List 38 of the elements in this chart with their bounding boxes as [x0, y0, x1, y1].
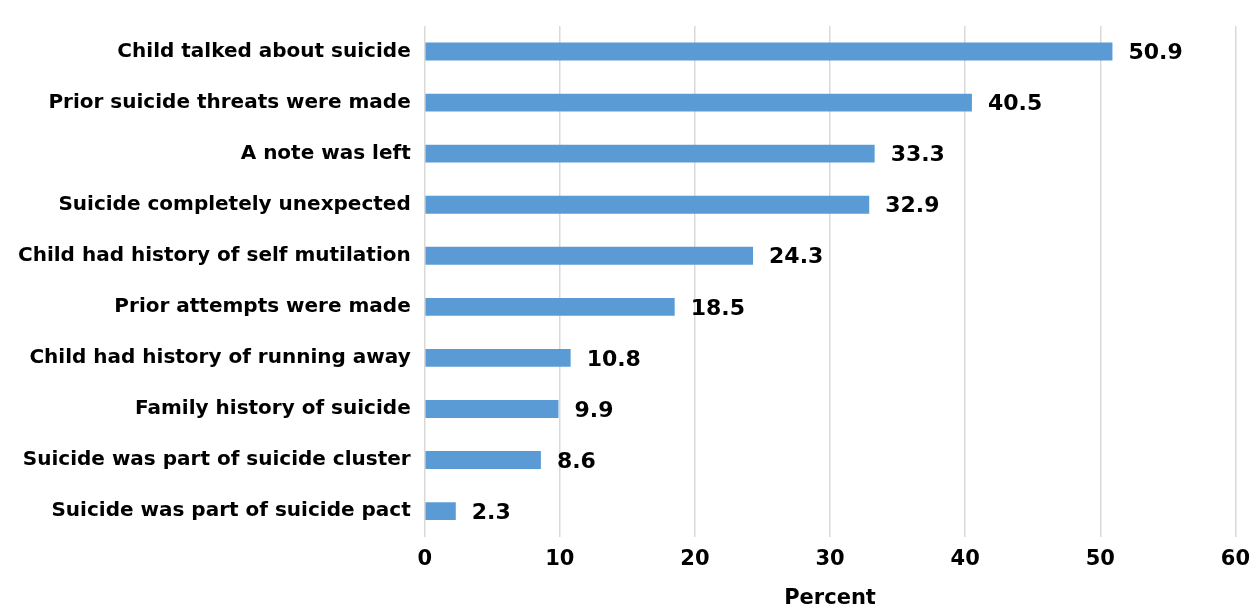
- bar: [425, 246, 754, 265]
- bar: [425, 93, 972, 112]
- y-tick-label: Prior attempts were made: [114, 293, 411, 318]
- data-label: 10.8: [586, 345, 641, 371]
- y-tick-label: Suicide was part of suicide cluster: [22, 446, 411, 471]
- data-label: 40.5: [987, 90, 1043, 116]
- x-tick-label: 10: [545, 545, 575, 570]
- y-tick-label: Prior suicide threats were made: [48, 88, 411, 113]
- y-tick-label: Family history of suicide: [135, 395, 411, 420]
- bar: [425, 348, 571, 367]
- data-label: 18.5: [690, 294, 745, 320]
- x-tick-label: 0: [417, 545, 433, 570]
- data-label: 32.9: [885, 192, 940, 218]
- y-tick-label: A note was left: [240, 139, 412, 164]
- bar: [425, 195, 870, 214]
- data-label: 50.9: [1128, 39, 1183, 65]
- y-tick-label: Child talked about suicide: [117, 37, 411, 62]
- bar: [425, 400, 559, 418]
- x-axis-title: Percent: [784, 584, 876, 609]
- bar: [425, 297, 675, 316]
- data-label: 9.9: [574, 396, 614, 422]
- data-label: 33.3: [890, 141, 945, 167]
- data-label: 24.3: [769, 243, 824, 269]
- x-tick-label: 50: [1085, 545, 1115, 570]
- x-tick-label: 60: [1220, 545, 1251, 570]
- bar: [425, 144, 875, 163]
- x-tick-label: 20: [680, 545, 710, 570]
- bar: [425, 451, 541, 469]
- bar: [425, 502, 456, 521]
- bar: [425, 42, 1113, 61]
- data-label: 8.6: [556, 447, 596, 473]
- y-tick-label: Suicide completely unexpected: [58, 190, 411, 215]
- y-tick-label: Child had history of self mutilation: [18, 241, 411, 266]
- x-tick-label: 30: [815, 545, 845, 570]
- y-tick-label: Suicide was part of suicide pact: [51, 497, 412, 522]
- data-label: 2.3: [471, 498, 511, 524]
- x-tick-label: 40: [950, 545, 980, 570]
- y-tick-label: Child had history of running away: [29, 344, 411, 369]
